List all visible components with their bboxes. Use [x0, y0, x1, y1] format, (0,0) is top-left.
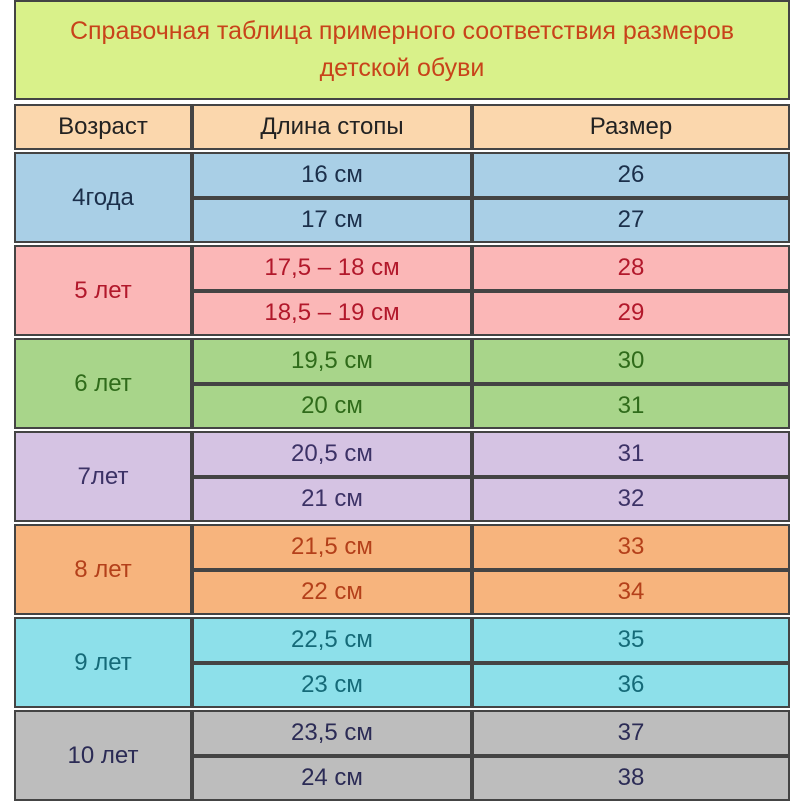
- foot-length-cell: 22 см: [192, 570, 472, 616]
- foot-length-cell: 21,5 см: [192, 524, 472, 570]
- foot-length-cell: 17 см: [192, 198, 472, 244]
- age-cell: 7лет: [14, 431, 192, 522]
- size-cell: 29: [472, 291, 790, 337]
- size-cell: 26: [472, 152, 790, 198]
- foot-length-cell: 20,5 см: [192, 431, 472, 477]
- size-cell: 31: [472, 431, 790, 477]
- size-cell: 27: [472, 198, 790, 244]
- age-cell: 10 лет: [14, 710, 192, 801]
- foot-length-cell: 22,5 см: [192, 617, 472, 663]
- size-cell: 38: [472, 756, 790, 801]
- size-cell: 31: [472, 384, 790, 430]
- foot-length-cell: 23,5 см: [192, 710, 472, 756]
- size-cell: 36: [472, 663, 790, 709]
- size-cell: 30: [472, 338, 790, 384]
- foot-length-cell: 16 см: [192, 152, 472, 198]
- size-cell: 37: [472, 710, 790, 756]
- age-cell: 6 лет: [14, 338, 192, 429]
- size-cell: 28: [472, 245, 790, 291]
- header-size: Размер: [472, 104, 790, 150]
- foot-length-cell: 24 см: [192, 756, 472, 801]
- size-cell: 34: [472, 570, 790, 616]
- size-cell: 35: [472, 617, 790, 663]
- foot-length-cell: 21 см: [192, 477, 472, 523]
- header-foot-length: Длина стопы: [192, 104, 472, 150]
- foot-length-cell: 19,5 см: [192, 338, 472, 384]
- header-age: Возраст: [14, 104, 192, 150]
- table-title: Справочная таблица примерного соответств…: [14, 0, 790, 100]
- title-line-2: детской обуви: [320, 50, 485, 87]
- title-line-1: Справочная таблица примерного соответств…: [70, 13, 734, 50]
- age-cell: 9 лет: [14, 617, 192, 708]
- foot-length-cell: 23 см: [192, 663, 472, 709]
- foot-length-cell: 20 см: [192, 384, 472, 430]
- foot-length-cell: 18,5 – 19 см: [192, 291, 472, 337]
- foot-length-cell: 17,5 – 18 см: [192, 245, 472, 291]
- age-cell: 5 лет: [14, 245, 192, 336]
- size-cell: 33: [472, 524, 790, 570]
- age-cell: 8 лет: [14, 524, 192, 615]
- size-cell: 32: [472, 477, 790, 523]
- age-cell: 4года: [14, 152, 192, 243]
